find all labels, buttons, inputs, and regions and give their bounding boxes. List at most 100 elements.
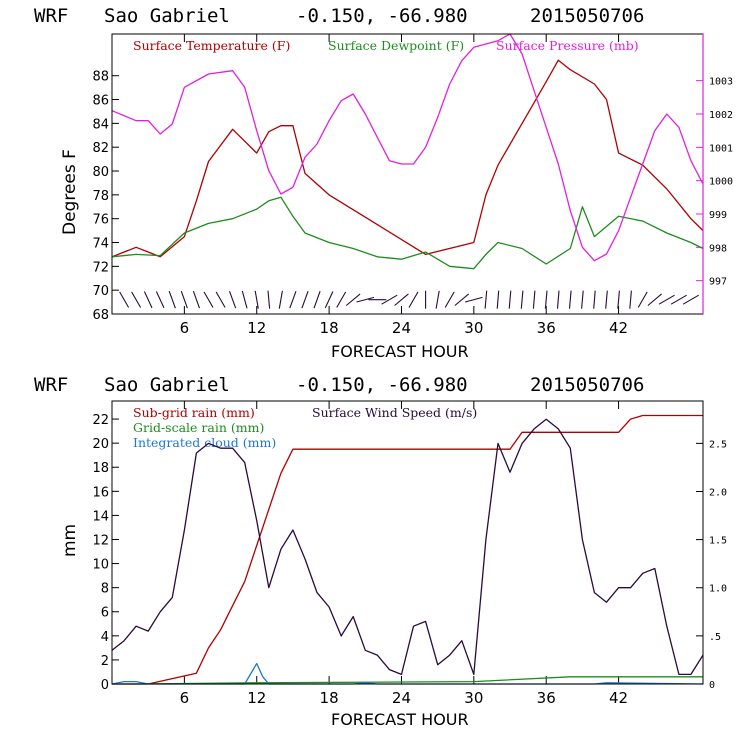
legend-integrated-cloud: Integrated cloud (mm) — [133, 435, 276, 450]
wind-barb — [241, 290, 248, 309]
wind-barb — [313, 291, 321, 309]
wind-barb — [617, 290, 620, 309]
wind-barb — [484, 290, 488, 309]
wind-barb — [278, 290, 283, 309]
x-tick-label: 36 — [537, 689, 556, 707]
wind-speed-line — [111, 418, 704, 676]
top-header-model: WRF — [34, 5, 68, 27]
wind-barb — [381, 294, 398, 305]
y-tick-label: 8 — [101, 582, 109, 597]
wind-barb — [155, 291, 165, 309]
wind-barb — [289, 291, 297, 309]
wind-barb — [593, 290, 596, 309]
y2-tick-label: 1001 — [709, 143, 733, 154]
wind-barb — [520, 290, 524, 309]
wind-barb — [394, 293, 409, 306]
wind-barb — [544, 290, 548, 309]
y-tick-label: 80 — [92, 165, 109, 180]
wind-barb — [336, 291, 347, 308]
wind-barb — [670, 294, 687, 305]
bottom-plot-area: 6 12 18 24 30 36 4202468101214161820220.51.01.… — [92, 401, 727, 707]
x-tick-label: 18 — [320, 319, 339, 337]
wind-barb — [215, 291, 226, 308]
y2-tick-label: 998 — [709, 243, 727, 254]
temperature-line — [111, 59, 704, 258]
x-tick-label: 42 — [609, 689, 628, 707]
subgrid-rain-line — [112, 414, 703, 685]
wind-barb — [532, 290, 536, 309]
wind-barb — [556, 290, 560, 309]
wind-barb — [228, 291, 237, 309]
x-tick-label: 12 — [247, 319, 266, 337]
wind-barb — [629, 290, 632, 309]
y-tick-label: 12 — [92, 533, 109, 548]
x-tick-label: 24 — [392, 319, 411, 337]
y-tick-label: 14 — [92, 509, 109, 524]
bottom-y-label: mm — [60, 524, 80, 557]
y-tick-label: 4 — [101, 630, 109, 645]
y-tick-label: 88 — [92, 70, 109, 85]
y2-tick-label: 1003 — [709, 77, 733, 88]
wind-barb — [168, 291, 176, 309]
pressure-line — [111, 33, 704, 262]
y-tick-label: 68 — [92, 308, 109, 323]
y2-tick-label: 999 — [709, 210, 727, 221]
wind-barb — [647, 293, 662, 306]
wind-barb — [267, 290, 271, 309]
wind-barb — [435, 290, 440, 309]
legend-temperature: Surface Temperature (F) — [133, 38, 290, 53]
y-tick-label: 74 — [92, 237, 109, 252]
wind-barb — [180, 291, 188, 309]
y-tick-label: 6 — [101, 606, 109, 621]
y-tick-label: 22 — [92, 413, 109, 428]
y2-tick-label: 997 — [709, 277, 727, 288]
top-header-run: 2015050706 — [530, 5, 644, 27]
x-tick-label: 42 — [609, 319, 628, 337]
y2-tick-label: 2.5 — [709, 439, 727, 450]
wind-barb — [508, 290, 512, 309]
top-y-label: Degrees F — [60, 149, 80, 235]
wind-barb — [192, 291, 201, 309]
y-tick-label: 20 — [92, 437, 109, 452]
wind-barb — [496, 290, 500, 309]
y2-tick-label: 2.0 — [709, 487, 727, 498]
y-tick-label: 18 — [92, 461, 109, 476]
y-tick-label: 16 — [92, 485, 109, 500]
y2-tick-label: 1.5 — [709, 536, 727, 547]
integrated-cloud-line — [111, 662, 704, 685]
precipitation-panel: WRF Sao Gabriel -0.150, -66.980 20150507… — [34, 374, 727, 729]
wind-barb — [356, 296, 375, 303]
top-header-station: Sao Gabriel — [104, 5, 230, 27]
wind-barb — [568, 290, 572, 309]
y-tick-label: 86 — [92, 94, 109, 109]
wind-barb — [454, 293, 470, 306]
wind-barb — [464, 296, 483, 303]
wind-barb — [408, 291, 419, 308]
x-tick-label: 12 — [247, 689, 266, 707]
top-header-coords: -0.150, -66.980 — [296, 5, 468, 27]
y-tick-label: 10 — [92, 558, 109, 573]
x-tick-label: 36 — [537, 319, 556, 337]
bottom-plot-frame — [111, 400, 704, 685]
bottom-header-model: WRF — [34, 374, 68, 396]
legend-gridscale-rain: Grid-scale rain (mm) — [133, 420, 264, 435]
bottom-x-label: FORECAST HOUR — [331, 710, 469, 729]
y2-tick-label: .5 — [709, 632, 721, 643]
legend-dewpoint: Surface Dewpoint (F) — [328, 38, 464, 53]
legend-subgrid-rain: Sub-grid rain (mm) — [133, 405, 255, 420]
y-tick-label: 72 — [92, 260, 109, 275]
top-plot-frame — [111, 33, 704, 315]
y-tick-label: 2 — [101, 654, 109, 669]
wind-barb — [581, 290, 584, 309]
y2-tick-label: 1002 — [709, 110, 733, 121]
wind-barb — [637, 291, 648, 308]
wind-barb — [345, 293, 361, 306]
x-tick-label: 30 — [464, 319, 483, 337]
wind-barb — [254, 290, 259, 309]
temperature-panel: WRF Sao Gabriel -0.150, -66.980 20150507… — [34, 5, 733, 361]
x-tick-label: 24 — [392, 689, 411, 707]
legend-wind-speed: Surface Wind Speed (m/s) — [312, 405, 477, 420]
y-tick-label: 70 — [92, 284, 109, 299]
y-tick-label: 0 — [101, 678, 109, 693]
